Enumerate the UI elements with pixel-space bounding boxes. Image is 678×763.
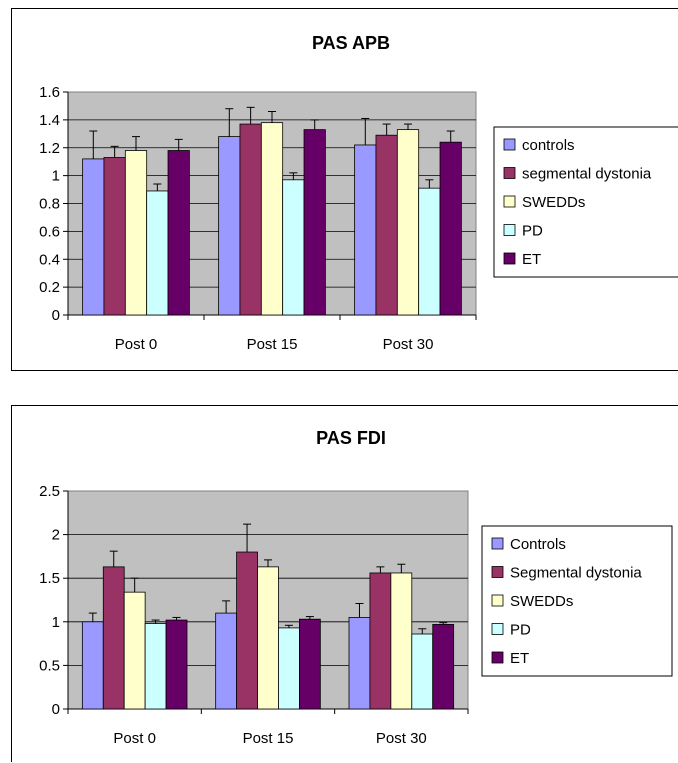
bar-pd-2 [282, 179, 305, 316]
chart-pas-fdi-svg: PAS FDI 0 0.5 1 1.5 2 2.5 Post 0 Post 15 Post 30 C… [39, 428, 673, 747]
legend-label: segmental dystonia [522, 166, 652, 183]
chart-title: PAS APB [312, 33, 390, 53]
bar-pd-3 [411, 633, 434, 710]
x-tick-label: Post 30 [376, 730, 427, 747]
bar-pd-2 [278, 627, 300, 710]
legend-swatch [503, 138, 516, 151]
y-tick-label: 1 [52, 614, 60, 631]
legend-swatch [491, 623, 504, 635]
bar-segmental-dystonia-3 [375, 134, 398, 316]
y-tick-label: 2.5 [39, 483, 60, 500]
y-tick-label: 1.5 [39, 570, 60, 587]
legend-label: SWEDDs [510, 593, 573, 610]
legend-swatch [503, 167, 516, 179]
bar-et-2 [298, 618, 321, 710]
y-tick-label: 1.6 [39, 84, 60, 101]
y-tick-label: 0.5 [39, 657, 60, 674]
bar-controls-3 [348, 617, 371, 710]
chart-pas-apb-svg: PAS APB 0 0.2 0.4 0.6 0.8 1 1.2 1.4 1.6 Post 0 Post… [39, 33, 678, 353]
bar-segmental-dystonia-2 [239, 123, 262, 316]
legend-box [493, 126, 678, 278]
y-tick-label: 1.4 [39, 112, 60, 129]
legend-label: Segmental dystonia [510, 565, 642, 582]
bar-swedds-2 [257, 566, 279, 710]
legend-swatch [503, 252, 516, 265]
y-tick-label: 2 [52, 527, 60, 544]
y-tick-label: 0 [52, 701, 60, 718]
bar-et-1 [165, 619, 188, 710]
legend-label: ET [510, 650, 529, 667]
bar-segmental-dystonia-1 [102, 566, 125, 710]
x-tick-label: Post 15 [243, 730, 294, 747]
y-tick-label: 0.6 [39, 223, 60, 240]
legend-swatch [491, 566, 504, 578]
bar-controls-1 [82, 158, 105, 316]
y-tick-label: 0.4 [39, 251, 60, 268]
legend-label: controls [522, 137, 575, 154]
bar-swedds-2 [260, 122, 284, 316]
chart-title: PAS FDI [316, 428, 386, 448]
chart-pas-apb: PAS APB 0 0.2 0.4 0.6 0.8 1 1.2 1.4 1.6 Post 0 Post… [11, 8, 678, 371]
bar-swedds-3 [396, 129, 420, 316]
x-tick-label: Post 15 [247, 336, 298, 353]
legend-swatch [491, 594, 504, 607]
bar-et-3 [439, 141, 462, 316]
bar-pd-1 [146, 190, 169, 316]
legend-label: SWEDDs [522, 194, 585, 211]
x-tick-label: Post 0 [113, 730, 156, 747]
bar-et-2 [303, 129, 326, 316]
legend-label: ET [522, 251, 541, 268]
y-tick-label: 0.8 [39, 196, 60, 213]
bar-pd-3 [418, 187, 441, 316]
legend-swatch [503, 224, 516, 236]
y-tick-label: 0 [52, 307, 60, 324]
legend-label: PD [510, 622, 531, 639]
legend-swatch [503, 195, 516, 208]
bar-swedds-1 [123, 591, 146, 710]
legend-box [481, 525, 673, 677]
bar-pd-1 [144, 623, 167, 710]
bar-controls-2 [215, 612, 238, 710]
bar-swedds-3 [390, 572, 413, 710]
bar-segmental-dystonia-3 [369, 572, 392, 710]
bar-controls-2 [218, 136, 241, 316]
x-tick-label: Post 30 [383, 336, 434, 353]
y-tick-label: 1 [52, 168, 60, 185]
legend-swatch [491, 651, 504, 664]
legend-label: Controls [510, 536, 566, 553]
y-tick-label: 1.2 [39, 140, 60, 157]
bar-swedds-1 [124, 150, 148, 316]
x-tick-label: Post 0 [115, 336, 158, 353]
bar-controls-1 [81, 621, 104, 710]
bar-segmental-dystonia-1 [103, 157, 126, 316]
chart-pas-fdi: PAS FDI 0 0.5 1 1.5 2 2.5 Post 0 Post 15 Post 30 C… [11, 405, 678, 762]
legend-label: PD [522, 223, 543, 240]
bar-segmental-dystonia-2 [236, 551, 258, 710]
legend-swatch [491, 537, 504, 550]
bar-et-1 [167, 150, 190, 316]
bar-controls-3 [354, 144, 377, 316]
y-tick-label: 0.2 [39, 279, 60, 296]
bar-et-3 [432, 624, 455, 710]
